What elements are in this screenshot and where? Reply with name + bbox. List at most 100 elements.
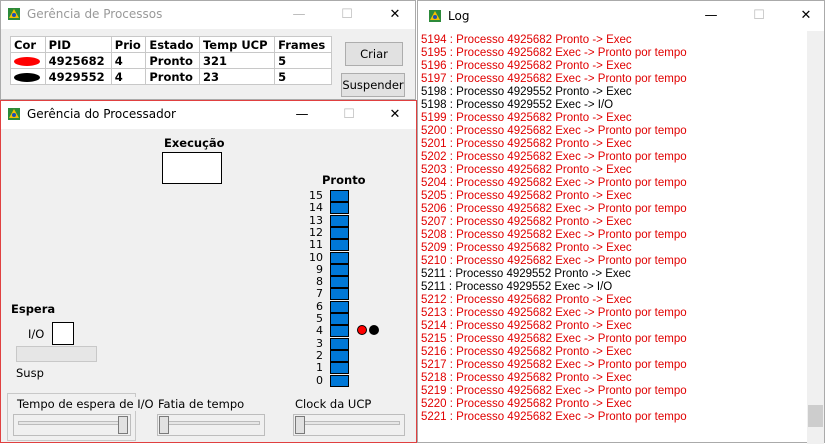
log-line: 5211 : Processo 4929552 Exec -> I/O: [421, 281, 613, 293]
queue-slot: [330, 276, 349, 289]
column-header: Frames: [274, 36, 332, 53]
table-header-row: Cor PID Prio Estado Temp UCP Frames: [10, 36, 332, 53]
log-line: 5203 : Processo 4925682 Pronto -> Exec: [421, 164, 632, 176]
queue-slot: [330, 226, 349, 239]
slider-thumb[interactable]: [159, 416, 169, 434]
temp-cell: 23: [198, 68, 276, 85]
log-line: 5221 : Processo 4925682 Exec -> Pronto p…: [421, 411, 687, 423]
log-line: 5220 : Processo 4925682 Pronto -> Exec: [421, 398, 632, 410]
queue-slot: [330, 362, 349, 375]
scrollbar-thumb[interactable]: [808, 405, 823, 427]
log-text-area[interactable]: 5194 : Processo 4925682 Pronto -> Exec 51…: [421, 34, 811, 434]
processor-manager-window: Gerência do Processador — ☐ ✕ Execução P…: [0, 100, 417, 443]
log-line: 5212 : Processo 4925682 Pronto -> Exec: [421, 294, 632, 306]
minimize-icon[interactable]: —: [292, 7, 306, 22]
close-icon[interactable]: ✕: [389, 7, 401, 22]
app-icon: [8, 108, 20, 120]
log-line: 5196 : Processo 4925682 Pronto -> Exec: [421, 60, 632, 72]
cpu-clock-slider-label: Clock da UCP: [295, 397, 372, 411]
vertical-scrollbar[interactable]: [807, 31, 824, 444]
log-window: Log — ☐ ✕ 5194 : Processo 4925682 Pronto…: [417, 0, 825, 444]
log-line: 5216 : Processo 4925682 Pronto -> Exec: [421, 346, 632, 358]
queue-slot: [330, 313, 349, 325]
process-color-swatch: [14, 56, 40, 66]
queue-slot: [330, 325, 349, 338]
queue-priority-number: 9: [316, 262, 323, 276]
slider-thumb[interactable]: [295, 416, 305, 434]
pid-cell: 4929552: [44, 68, 112, 85]
frames-cell: 5: [274, 68, 332, 85]
column-header: PID: [44, 36, 112, 53]
queue-priority-number: 0: [316, 373, 323, 387]
log-line: 5198 : Processo 4929552 Pronto -> Exec: [421, 86, 632, 98]
suspend-process-button[interactable]: Suspender: [341, 73, 405, 97]
susp-label: Susp: [16, 366, 44, 380]
queue-priority-number: 13: [309, 213, 323, 227]
log-window-titlebar[interactable]: Log — ☐ ✕: [418, 1, 824, 31]
queue-priority-number: 11: [309, 238, 323, 252]
table-row[interactable]: 4929552 4 Pronto 23 5: [10, 68, 332, 85]
queue-slot: [330, 190, 349, 202]
temp-cell: 321: [198, 52, 276, 69]
io-slot: [52, 322, 74, 345]
log-line: 5201 : Processo 4925682 Pronto -> Exec: [421, 138, 632, 150]
pid-cell: 4925682: [44, 52, 112, 69]
cpu-clock-slider[interactable]: [293, 414, 405, 436]
log-line: 5219 : Processo 4925682 Exec -> Pronto p…: [421, 385, 687, 397]
io-label: I/O: [28, 327, 45, 341]
io-wait-group: [7, 393, 136, 441]
ready-queue-label: Pronto: [322, 173, 366, 187]
queue-priority-number: 15: [309, 189, 323, 202]
window-title: Gerência de Processos: [27, 7, 163, 21]
maximize-icon[interactable]: ☐: [343, 107, 355, 122]
log-line: 5204 : Processo 4925682 Exec -> Pronto p…: [421, 177, 687, 189]
create-process-button[interactable]: Criar: [345, 42, 403, 66]
queue-slot: [330, 239, 349, 252]
prio-cell: 4: [110, 68, 147, 85]
maximize-icon[interactable]: ☐: [341, 7, 353, 22]
queue-priority-number: 14: [309, 201, 323, 215]
app-icon: [429, 10, 441, 22]
estado-cell: Pronto: [145, 52, 200, 69]
processor-window-titlebar[interactable]: Gerência do Processador — ☐ ✕: [1, 101, 416, 129]
log-line: 5218 : Processo 4925682 Pronto -> Exec: [421, 372, 632, 384]
color-cell: [10, 52, 46, 69]
queue-slot: [330, 374, 349, 387]
close-icon[interactable]: ✕: [800, 8, 812, 23]
log-line: 5197 : Processo 4925682 Exec -> Pronto p…: [421, 73, 687, 85]
queue-slot: [330, 337, 349, 350]
process-window-titlebar[interactable]: Gerência de Processos — ☐ ✕: [1, 1, 415, 29]
log-line: 5195 : Processo 4925682 Exec -> Pronto p…: [421, 47, 687, 59]
io-wait-slider[interactable]: [13, 414, 131, 436]
close-icon[interactable]: ✕: [389, 107, 401, 122]
prio-cell: 4: [110, 52, 147, 69]
window-title: Log: [448, 9, 470, 23]
log-line: 5214 : Processo 4925682 Pronto -> Exec: [421, 320, 632, 332]
log-line: 5206 : Processo 4925682 Exec -> Pronto p…: [421, 203, 687, 215]
log-line: 5211 : Processo 4929552 Pronto -> Exec: [421, 268, 631, 280]
minimize-icon[interactable]: —: [704, 8, 718, 23]
queue-slot: [330, 214, 349, 227]
slider-thumb[interactable]: [118, 416, 128, 434]
queue-priority-number: 7: [316, 287, 323, 301]
time-slice-slider[interactable]: [157, 414, 265, 436]
log-line: 5205 : Processo 4925682 Pronto -> Exec: [421, 190, 632, 202]
minimize-icon[interactable]: —: [295, 107, 309, 122]
queue-priority-number: 1: [316, 361, 323, 375]
queue-priority-number: 6: [316, 299, 323, 313]
queue-priority-number: 4: [316, 324, 323, 338]
table-row[interactable]: 4925682 4 Pronto 321 5: [10, 52, 332, 69]
log-line: 5207 : Processo 4925682 Pronto -> Exec: [421, 216, 632, 228]
queue-priority-number: 8: [316, 275, 323, 289]
suspended-area: [16, 346, 97, 362]
process-4925682-dot: [357, 325, 367, 335]
wait-label: Espera: [11, 302, 56, 316]
process-color-swatch: [14, 72, 40, 82]
log-line: 5209 : Processo 4925682 Pronto -> Exec: [421, 242, 632, 254]
frames-cell: 5: [274, 52, 332, 69]
column-header: Temp UCP: [198, 36, 276, 53]
maximize-icon[interactable]: ☐: [753, 8, 765, 23]
log-line: 5213 : Processo 4925682 Exec -> Pronto p…: [421, 307, 687, 319]
queue-slot: [330, 263, 349, 276]
queue-slot: [330, 349, 349, 362]
